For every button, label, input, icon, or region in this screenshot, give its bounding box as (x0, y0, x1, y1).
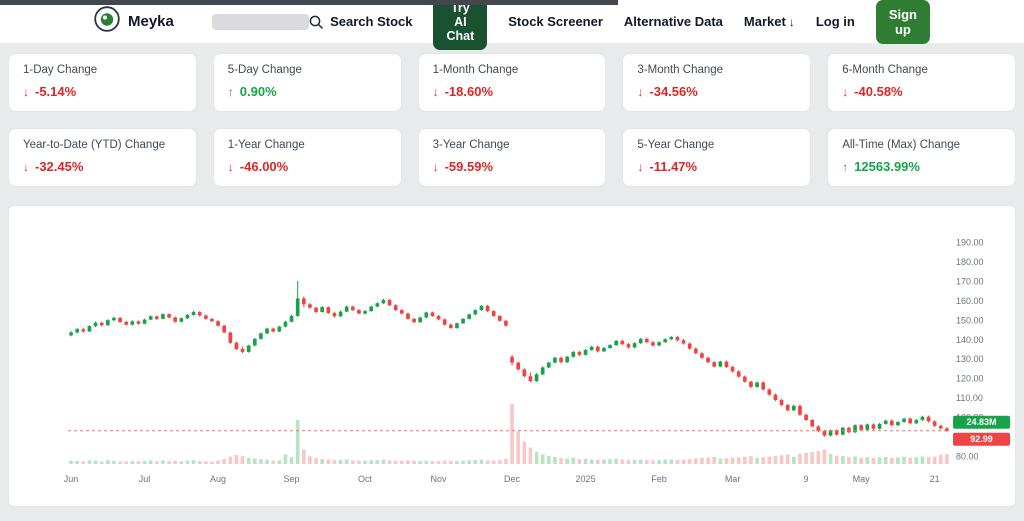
svg-text:24.83M: 24.83M (966, 417, 996, 427)
svg-text:2025: 2025 (576, 474, 596, 484)
stat-label: 5-Year Change (637, 139, 715, 151)
down-arrow-icon: ↓ (23, 159, 29, 174)
search-icon (309, 15, 323, 29)
nav-link-alternative-data[interactable]: Alternative Data (623, 14, 723, 29)
stat-card-5year: 5-Year Change ↓ -11.47% (622, 128, 812, 187)
svg-text:Nov: Nov (431, 474, 448, 484)
stat-value: -18.60% (444, 84, 494, 99)
login-link[interactable]: Log in (815, 14, 855, 29)
brand-name: Meyka (128, 13, 174, 30)
stat-label: All-Time (Max) Change (842, 139, 960, 151)
top-banner-strip (0, 0, 618, 5)
stat-card-5day: 5-Day Change ↑ 0.90% (212, 53, 402, 112)
stat-card-3month: 3-Month Change ↓ -34.56% (622, 53, 812, 112)
svg-text:92.99: 92.99 (970, 434, 993, 444)
svg-text:110.00: 110.00 (956, 393, 983, 403)
chevron-down-icon: ↓ (788, 14, 795, 29)
stat-card-alltime: All-Time (Max) Change ↑ 12563.99% (827, 128, 1016, 187)
meyka-logo-icon (94, 6, 120, 37)
stat-card-6month: 6-Month Change ↓ -40.58% (827, 53, 1016, 112)
svg-text:Oct: Oct (358, 474, 373, 484)
svg-text:190.00: 190.00 (956, 238, 984, 248)
down-arrow-icon: ↓ (637, 84, 644, 99)
svg-text:9: 9 (804, 474, 809, 484)
svg-text:Dec: Dec (504, 474, 521, 484)
svg-text:21: 21 (930, 474, 940, 484)
stat-value: 12563.99% (854, 159, 920, 174)
down-arrow-icon: ↓ (432, 84, 439, 99)
stat-label: 1-Year Change (227, 139, 305, 151)
svg-text:140.00: 140.00 (956, 335, 984, 345)
stat-card-1year: 1-Year Change ↓ -46.00% (212, 128, 402, 187)
stat-label: 1-Month Change (432, 64, 519, 76)
up-arrow-icon: ↑ (842, 159, 849, 174)
search-stock-label: Search Stock (330, 14, 413, 29)
svg-text:120.00: 120.00 (956, 374, 984, 384)
try-ai-chat-button[interactable]: Try AI Chat (433, 0, 488, 50)
stat-label: 5-Day Change (227, 64, 302, 76)
candlestick-chart[interactable]: 190.00 180.00 170.00 160.00 150.00 140.00 130.… (12, 210, 1012, 504)
nav-link-stock-screener[interactable]: Stock Screener (508, 14, 603, 29)
svg-text:May: May (853, 474, 871, 484)
svg-text:Sep: Sep (284, 474, 300, 484)
stat-value: -59.59% (444, 159, 494, 174)
down-arrow-icon: ↓ (842, 84, 849, 99)
svg-text:80.00: 80.00 (956, 452, 979, 462)
stat-card-1day: 1-Day Change ↓ -5.14% (8, 53, 197, 112)
svg-text:180.00: 180.00 (956, 257, 984, 267)
stat-label: 3-Month Change (637, 64, 724, 76)
stat-label: Year-to-Date (YTD) Change (23, 139, 166, 151)
stat-card-ytd: Year-to-Date (YTD) Change ↓ -32.45% (8, 128, 197, 187)
market-label: Market (743, 14, 786, 29)
brand-home-link[interactable]: Meyka (94, 6, 174, 37)
svg-text:Jun: Jun (64, 474, 79, 484)
stats-row-2: Year-to-Date (YTD) Change ↓ -32.45% 1-Ye… (8, 128, 1016, 187)
svg-text:130.00: 130.00 (956, 354, 984, 364)
stats-row-1: 1-Day Change ↓ -5.14% 5-Day Change ↑ 0.9… (8, 53, 1016, 112)
stat-card-1month: 1-Month Change ↓ -18.60% (417, 53, 607, 112)
svg-text:160.00: 160.00 (956, 296, 984, 306)
svg-text:Mar: Mar (725, 474, 741, 484)
signup-button[interactable]: Sign up (875, 0, 930, 44)
svg-text:Jul: Jul (139, 474, 151, 484)
stat-label: 1-Day Change (23, 64, 98, 76)
up-arrow-icon: ↑ (227, 84, 234, 99)
stat-value: -34.56% (649, 84, 698, 99)
search-stock-button[interactable]: Search Stock (309, 14, 412, 29)
stat-value: -5.14% (35, 84, 77, 99)
svg-text:170.00: 170.00 (956, 276, 984, 286)
svg-text:Aug: Aug (210, 474, 226, 484)
price-chart-panel: 190.00 180.00 170.00 160.00 150.00 140.00 130.… (8, 205, 1016, 507)
stat-value: -32.45% (35, 159, 84, 174)
stat-label: 6-Month Change (842, 64, 928, 76)
stat-value: 0.90% (239, 84, 277, 99)
loading-skeleton (211, 13, 310, 30)
down-arrow-icon: ↓ (637, 159, 644, 174)
svg-text:Feb: Feb (651, 474, 667, 484)
stat-value: -46.00% (239, 159, 289, 174)
stat-value: -11.47% (649, 159, 698, 174)
stat-label: 3-Year Change (432, 139, 510, 151)
stat-card-3year: 3-Year Change ↓ -59.59% (417, 128, 607, 187)
down-arrow-icon: ↓ (23, 84, 29, 99)
market-dropdown[interactable]: Market ↓ (744, 14, 795, 29)
svg-text:150.00: 150.00 (956, 315, 984, 325)
down-arrow-icon: ↓ (432, 159, 439, 174)
stat-value: -40.58% (854, 84, 903, 99)
down-arrow-icon: ↓ (227, 159, 234, 174)
top-navigation: Meyka Search Stock Try AI Chat Stock Scr… (0, 0, 1024, 50)
